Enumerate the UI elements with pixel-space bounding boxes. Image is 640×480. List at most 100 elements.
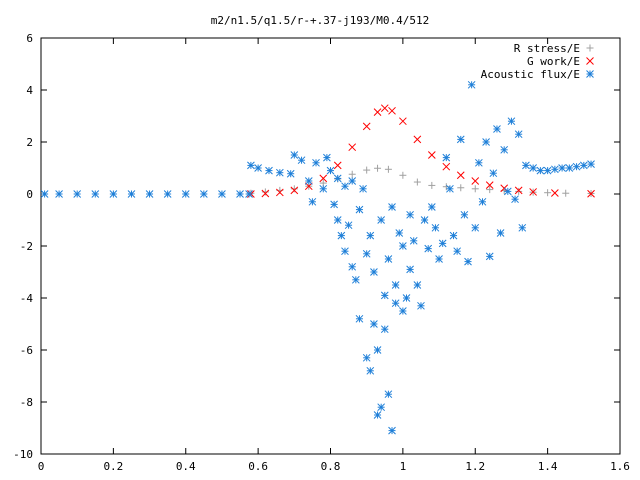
- data-point: [370, 320, 378, 328]
- x-tick-label: 0.4: [176, 460, 196, 473]
- data-point: [460, 210, 469, 219]
- data-point: [319, 184, 328, 193]
- data-point: [399, 307, 407, 315]
- data-point: [199, 190, 208, 198]
- data-point: [323, 153, 331, 162]
- data-point: [341, 182, 349, 191]
- legend-label: R stress/E: [514, 42, 580, 55]
- data-point: [109, 190, 118, 198]
- data-point: [442, 183, 450, 191]
- data-point: [297, 156, 306, 165]
- y-tick-label: 2: [26, 136, 33, 149]
- x-tick-label: 1: [400, 460, 407, 473]
- data-point: [453, 247, 462, 256]
- data-point: [399, 171, 407, 179]
- legend-marker: [586, 70, 594, 78]
- data-point: [330, 200, 338, 209]
- series-0-points: [247, 164, 595, 197]
- data-point: [406, 265, 414, 274]
- data-point: [391, 299, 400, 308]
- data-point: [489, 169, 498, 178]
- data-point: [380, 291, 389, 300]
- x-tick-label: 0: [38, 460, 45, 473]
- y-tick-label: -6: [20, 344, 33, 357]
- data-point: [515, 187, 523, 195]
- x-tick-label: 1.4: [538, 460, 558, 473]
- data-point: [406, 210, 414, 219]
- data-point: [362, 353, 371, 362]
- axis-ticks: 0 0.2 0.4 0.6 0.8 1 1.2 1.4 1.6 6 4 2 0 -2 -4 -6 -8 -10: [13, 32, 630, 473]
- data-point: [290, 186, 299, 195]
- data-point: [388, 106, 396, 115]
- chart-title: m2/n1.5/q1.5/r-+.37-j193/M0.4/512: [211, 14, 430, 27]
- data-points: [40, 80, 595, 435]
- y-tick-label: -10: [13, 448, 33, 461]
- data-point: [486, 186, 494, 194]
- data-point: [236, 190, 244, 198]
- data-point: [308, 197, 317, 206]
- data-point: [485, 181, 494, 190]
- data-point: [456, 135, 465, 144]
- data-point: [380, 325, 389, 334]
- x-tick-label: 0.2: [103, 460, 123, 473]
- legend-marker: [586, 57, 594, 65]
- data-point: [420, 216, 429, 224]
- data-point: [413, 178, 421, 186]
- series-2-points: [40, 80, 595, 435]
- data-point: [562, 189, 570, 197]
- data-point: [409, 236, 418, 245]
- data-point: [572, 162, 581, 171]
- data-point: [55, 190, 63, 198]
- data-point: [348, 262, 357, 271]
- data-point: [427, 203, 436, 211]
- data-point: [482, 138, 490, 146]
- data-point: [261, 189, 270, 198]
- data-point: [366, 366, 375, 375]
- x-tick-label: 0.6: [248, 460, 268, 473]
- data-point: [522, 161, 530, 170]
- data-point: [427, 151, 436, 159]
- data-point: [529, 164, 538, 172]
- data-point: [500, 145, 509, 154]
- data-point: [388, 203, 396, 211]
- data-point: [254, 164, 262, 172]
- data-point: [326, 166, 335, 175]
- data-point: [442, 162, 451, 171]
- data-point: [384, 255, 393, 263]
- data-point: [275, 188, 284, 197]
- data-point: [431, 223, 440, 232]
- data-point: [333, 161, 342, 170]
- data-point: [507, 117, 516, 126]
- data-point: [471, 185, 479, 193]
- data-point: [247, 161, 255, 170]
- data-point: [351, 275, 360, 284]
- data-point: [73, 190, 82, 198]
- data-point: [511, 195, 519, 204]
- plot-area-frame: [40, 37, 621, 455]
- data-point: [145, 190, 154, 198]
- data-point: [475, 158, 483, 167]
- series-1-points: [247, 104, 595, 198]
- data-point: [558, 164, 566, 172]
- data-point: [435, 255, 443, 263]
- data-point: [551, 165, 559, 174]
- data-point: [275, 168, 284, 177]
- data-point: [181, 190, 190, 198]
- y-tick-label: -2: [20, 240, 33, 253]
- data-point: [366, 231, 375, 240]
- data-point: [261, 188, 269, 196]
- data-point: [399, 117, 407, 126]
- data-point: [456, 171, 465, 180]
- y-tick-label: 6: [26, 32, 33, 45]
- data-point: [449, 231, 458, 240]
- data-point: [496, 229, 505, 237]
- data-point: [127, 190, 136, 198]
- data-point: [587, 189, 595, 198]
- x-tick-label: 0.8: [321, 460, 341, 473]
- data-point: [587, 160, 595, 168]
- data-point: [402, 294, 411, 302]
- data-point: [355, 205, 364, 214]
- legend-marker: [586, 44, 594, 52]
